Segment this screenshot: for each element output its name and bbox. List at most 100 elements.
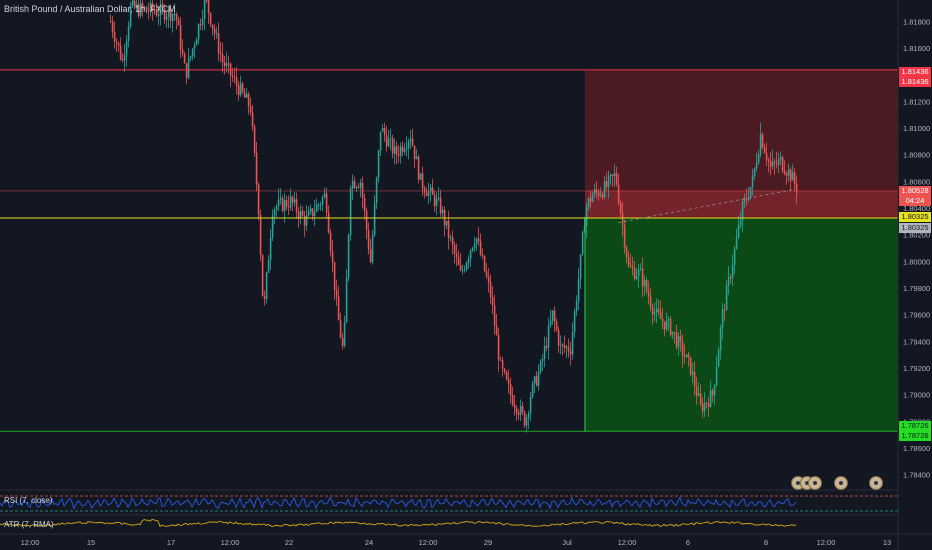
candle-body [163, 7, 166, 20]
candle-body [487, 276, 490, 283]
candle-body [575, 301, 578, 312]
candle-body [377, 150, 380, 178]
candle-body [503, 368, 506, 372]
candle-body [315, 204, 318, 212]
candle-body [671, 331, 674, 335]
candle-body [651, 307, 654, 315]
candle-body [363, 197, 366, 211]
time-tick: 15 [87, 538, 95, 547]
eye-icon[interactable] [834, 476, 848, 490]
candle-body [771, 161, 774, 167]
atr-label[interactable]: ATR (7, RMA) [4, 520, 54, 529]
candle-body [385, 135, 388, 147]
candle-body [181, 49, 184, 54]
candle-body [787, 169, 790, 176]
candle-body [655, 308, 658, 313]
candle-body [399, 146, 402, 156]
candle-body [605, 181, 608, 188]
candle-body [685, 354, 688, 358]
candle-body [299, 210, 302, 219]
candle-body [435, 198, 438, 206]
candle-body [257, 184, 260, 215]
candle-body [647, 291, 650, 298]
candle-body [649, 297, 652, 308]
candle-body [767, 159, 770, 162]
candle-body [693, 371, 696, 387]
candle-body [411, 138, 414, 146]
candle-body [231, 75, 234, 78]
price-tick: 1.79400 [903, 337, 930, 346]
candle-body [703, 402, 706, 412]
candle-body [759, 134, 762, 155]
candle-body [457, 257, 460, 266]
candle-body [661, 318, 664, 322]
candle-body [117, 42, 120, 46]
candle-body [361, 182, 364, 198]
candle-body [449, 237, 452, 239]
candle-body [593, 189, 596, 195]
candle-body [777, 159, 780, 165]
candle-body [701, 404, 704, 412]
candle-body [633, 268, 636, 279]
countdown-tag: 04:24 [899, 196, 931, 206]
candle-body [367, 229, 370, 250]
candle-body [665, 320, 668, 330]
candle-body [663, 321, 666, 330]
candle-body [339, 320, 342, 338]
candle-body [171, 13, 174, 21]
candle-body [433, 194, 436, 206]
candle-body [193, 45, 196, 49]
candle-body [523, 411, 526, 426]
candle-body [335, 289, 338, 297]
candle-body [227, 63, 230, 65]
time-tick: 8 [764, 538, 768, 547]
candle-body [333, 261, 336, 290]
candle-body [397, 154, 400, 156]
candle-body [243, 91, 246, 98]
candle-body [179, 25, 182, 50]
candle-body [653, 312, 656, 315]
candle-body [691, 371, 694, 375]
candle-body [513, 404, 516, 408]
stop-price-tag: 1.81436 [899, 67, 931, 77]
candle-body [613, 173, 616, 176]
time-tick: 17 [167, 538, 175, 547]
candle-body [745, 198, 748, 200]
candle-body [207, 0, 210, 14]
candle-body [417, 156, 420, 180]
candle-body [577, 279, 580, 302]
candle-body [429, 187, 432, 191]
candle-body [545, 346, 548, 348]
eye-icon[interactable] [869, 476, 883, 490]
eye-icon[interactable] [808, 476, 822, 490]
candle-body [379, 131, 382, 151]
candle-body [607, 176, 610, 188]
candle-body [469, 250, 472, 259]
price-tick: 1.80600 [903, 177, 930, 186]
rsi-label[interactable]: RSI (7, close) [4, 496, 53, 505]
candle-body [673, 331, 676, 333]
candle-body [731, 265, 734, 278]
candle-body [233, 77, 236, 79]
price-tick: 1.80400 [903, 204, 930, 213]
candle-body [697, 393, 700, 396]
candle-body [549, 320, 552, 326]
candle-body [729, 276, 732, 278]
candle-body [733, 248, 736, 266]
target-price-tag-2: 1.78726 [899, 431, 931, 441]
candle-body [669, 318, 672, 335]
candle-body [521, 406, 524, 412]
candles [109, 0, 798, 433]
candle-body [715, 366, 718, 385]
symbol-title: British Pound / Australian Dollar, 1h, F… [4, 4, 176, 14]
candle-body [517, 413, 520, 415]
candle-body [781, 157, 784, 171]
candle-body [461, 269, 464, 271]
candle-body [645, 280, 648, 292]
price-tick: 1.81200 [903, 97, 930, 106]
candle-body [345, 277, 348, 323]
candle-body [485, 270, 488, 277]
candle-body [343, 322, 346, 346]
candle-body [551, 310, 554, 321]
